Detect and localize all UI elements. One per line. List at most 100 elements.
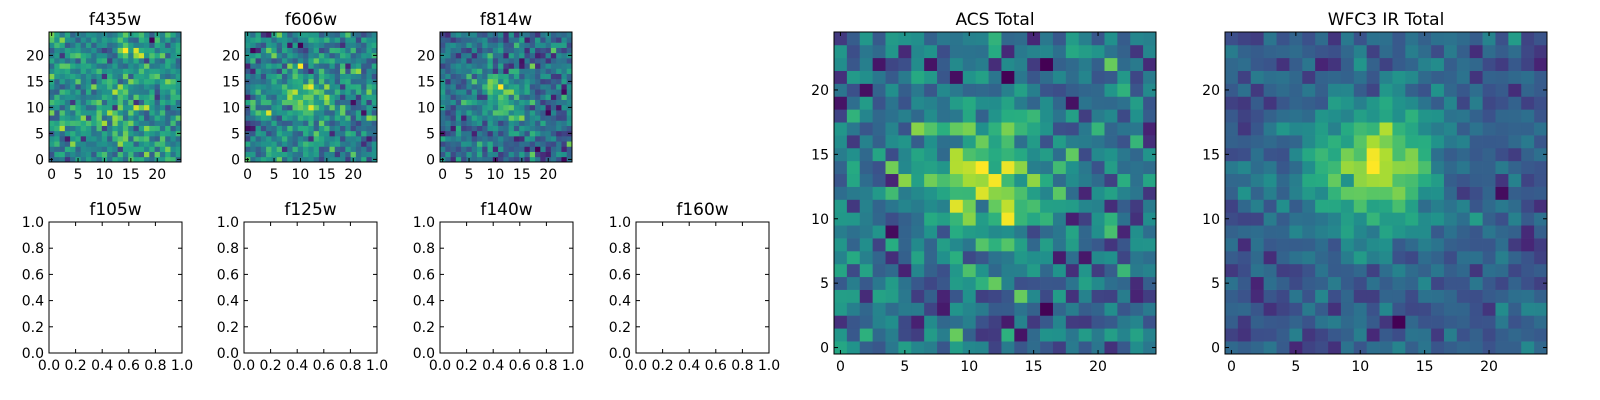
panel-f814w-pixel: [461, 151, 467, 158]
panel-f814w-pixel: [508, 151, 515, 158]
panel-f435w-pixel: [101, 52, 108, 59]
panel-acs-total-pixel: [898, 109, 912, 123]
panel-f814w-pixel: [556, 89, 562, 95]
panel-acs-total-pixel: [834, 328, 848, 342]
panel-f606w-pixel: [308, 136, 314, 142]
panel-acs-total-pixel: [898, 328, 912, 342]
panel-f435w-pixel: [154, 104, 161, 111]
panel-f606w-pixel: [287, 63, 293, 69]
panel-f435w-pixel: [175, 120, 182, 126]
panel-acs-total-pixel: [1117, 302, 1131, 316]
panel-f606w-pixel: [318, 68, 325, 74]
panel-acs-total-pixel: [1027, 32, 1041, 46]
panel-acs-total-pixel: [834, 263, 848, 278]
panel-wfc3-ir-total-pixel: [1366, 135, 1380, 149]
panel-f814w-pixel: [471, 151, 478, 158]
panel-f814w-pixel: [476, 125, 483, 132]
panel-f435w-pixel: [59, 146, 66, 152]
panel-f606w-pixel: [297, 47, 304, 54]
panel-f606w-pixel: [303, 84, 309, 90]
panel-acs-total-pixel: [846, 225, 861, 239]
panel-wfc3-ir-total-pixel: [1521, 263, 1535, 278]
panel-wfc3-ir-total-pixel: [1443, 32, 1458, 46]
panel-f814w-pixel: [455, 73, 462, 80]
panel-f435w-pixel: [54, 37, 60, 43]
panel-f435w-pixel: [159, 136, 166, 142]
panel-f606w-pixel: [329, 89, 336, 95]
panel-acs-total-pixel: [1027, 109, 1041, 123]
panel-f814w-pixel: [482, 42, 488, 48]
panel-f435w-pixel: [85, 130, 92, 137]
panel-acs-total-pixel: [924, 276, 938, 290]
panel-f814w-pixel: [455, 146, 462, 152]
panel-f435w-pixel: [85, 115, 92, 121]
panel-acs-total-xtick-label: 15: [1025, 359, 1043, 375]
panel-acs-total-pixel: [1104, 341, 1118, 355]
panel-wfc3-ir-total-pixel: [1315, 70, 1329, 84]
panel-wfc3-ir-total-pixel: [1469, 341, 1483, 355]
panel-f435w-pixel: [54, 104, 60, 111]
panel-f606w-pixel: [334, 141, 341, 147]
panel-f606w-pixel: [329, 58, 336, 64]
panel-f435w-pixel: [144, 146, 150, 152]
panel-f814w-pixel: [450, 151, 457, 158]
panel-f435w-pixel: [91, 94, 97, 100]
panel-f814w-pixel: [566, 115, 573, 121]
panel-f814w-pixel: [519, 84, 525, 90]
panel-wfc3-ir-total-pixel: [1366, 173, 1380, 187]
panel-f606w-pixel: [318, 120, 325, 126]
panel-f435w-pixel: [138, 84, 145, 90]
panel-wfc3-ir-total-pixel: [1469, 109, 1483, 123]
panel-f814w-pixel: [445, 120, 451, 126]
panel-f814w-pixel: [461, 94, 467, 100]
panel-f606w-pixel: [329, 120, 336, 126]
panel-f435w-pixel: [144, 68, 150, 74]
panel-wfc3-ir-total-pixel: [1431, 109, 1445, 123]
panel-f435w-pixel: [170, 104, 177, 111]
panel-f606w-pixel: [303, 115, 309, 121]
panel-acs-total-pixel: [1001, 328, 1015, 342]
panel-f814w-pixel: [461, 42, 467, 48]
panel-f814w-pixel: [487, 120, 494, 126]
panel-acs-total-pixel: [924, 44, 938, 59]
panel-f606w-ytick-label: 10: [222, 100, 240, 116]
panel-wfc3-ir-total-pixel: [1250, 147, 1264, 162]
panel-acs-total-pixel: [924, 109, 938, 123]
panel-wfc3-ir-total-pixel: [1392, 135, 1406, 149]
panel-f814w-pixel: [445, 42, 451, 48]
panel-acs-total-pixel: [1104, 328, 1118, 342]
panel-f606w-pixel: [318, 58, 325, 64]
panel-f435w-pixel: [75, 120, 82, 126]
panel-f435w-pixel: [91, 120, 97, 126]
panel-f814w-pixel: [440, 94, 446, 100]
panel-f435w-pixel: [59, 115, 66, 121]
panel-f435w-pixel: [75, 141, 82, 147]
panel-f606w-pixel: [366, 136, 373, 142]
panel-f435w-pixel: [144, 151, 150, 158]
panel-wfc3-ir-total-frame: [1224, 31, 1548, 355]
panel-f606w-pixel: [260, 94, 267, 100]
panel-f606w-pixel: [324, 84, 330, 90]
panel-f435w-pixel: [70, 151, 76, 158]
panel-f814w-pixel: [455, 63, 462, 69]
panel-acs-total-pixel: [1065, 160, 1080, 175]
panel-f435w-pixel: [85, 58, 92, 64]
panel-f435w-pixel: [112, 130, 118, 137]
panel-acs-total-pixel: [937, 212, 951, 226]
panel-acs-total-pixel: [1117, 70, 1131, 84]
panel-acs-total-pixel: [1065, 289, 1080, 303]
panel-f814w-pixel: [556, 68, 562, 74]
panel-acs-total-pixel: [1052, 122, 1067, 136]
panel-f606w-pixel: [318, 130, 325, 137]
panel-f435w-pixel: [101, 68, 108, 74]
panel-wfc3-ir-total-pixel: [1456, 44, 1471, 59]
panel-wfc3-ir-total-pixel: [1456, 32, 1471, 46]
panel-f140w-ytick-label: 0.2: [413, 320, 435, 336]
panel-f435w-pixel: [138, 68, 145, 74]
panel-acs-total-pixel: [885, 160, 899, 175]
panel-f606w-pixel: [255, 94, 262, 100]
panel-f435w-pixel: [96, 146, 103, 152]
panel-wfc3-ir-total-pixel: [1328, 328, 1342, 342]
panel-f814w-pixel: [492, 151, 499, 158]
panel-f606w-pixel: [245, 63, 251, 69]
